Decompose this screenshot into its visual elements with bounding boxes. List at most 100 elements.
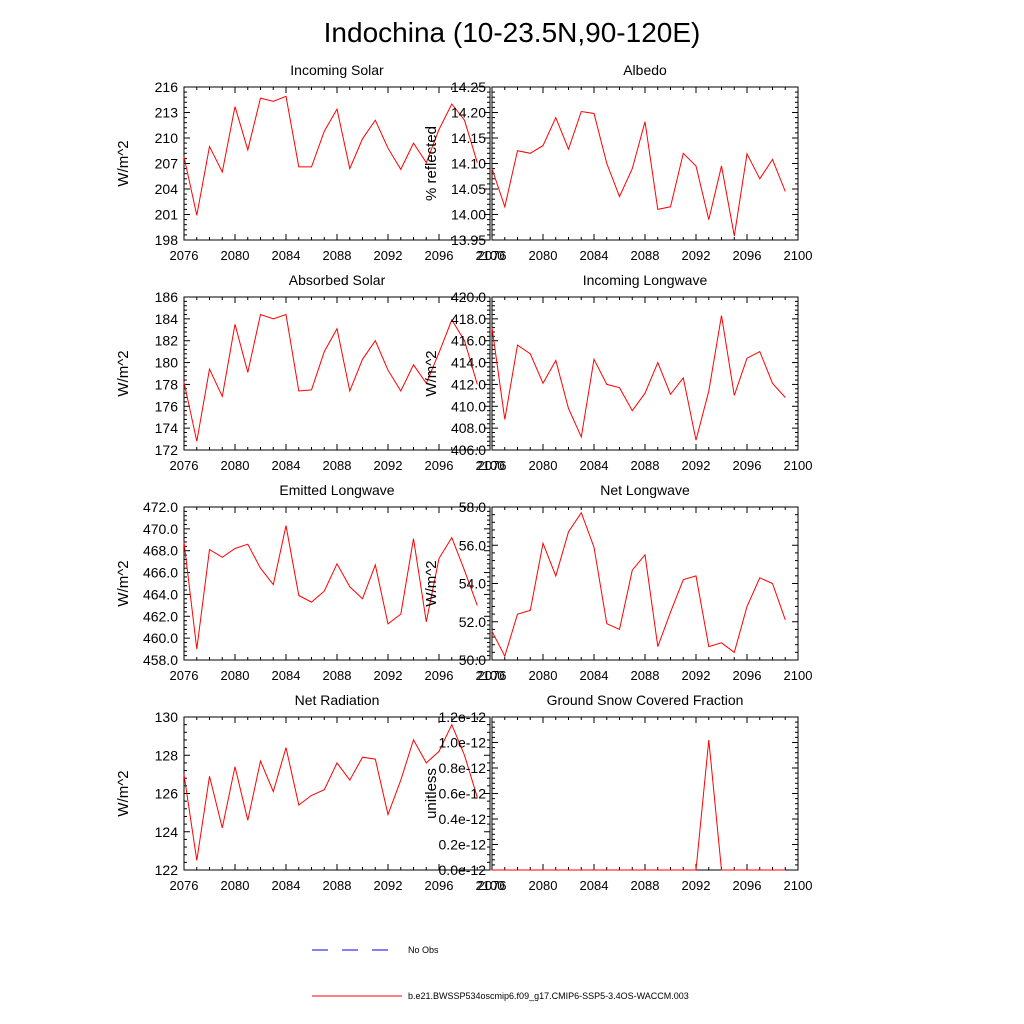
panel-albedo: Albedo % reflected 2076 2080 2084 2088 2092 209… xyxy=(423,62,812,263)
x-tick-label: 2096 xyxy=(425,878,454,893)
x-tick-label: 2080 xyxy=(529,878,558,893)
y-tick-label: 216 xyxy=(155,79,179,95)
y-tick-label: 201 xyxy=(155,207,179,223)
x-tick-label: 2076 xyxy=(170,248,199,263)
y-tick-label: 14.15 xyxy=(451,130,486,146)
plot-frame-emitted-longwave xyxy=(183,506,491,661)
x-tick-label: 2096 xyxy=(733,878,762,893)
y-tick-label: 410.0 xyxy=(451,398,486,414)
x-tick-label: 2100 xyxy=(476,248,505,263)
y-tick-label: 52.0 xyxy=(459,614,486,630)
panel-title-emitted-longwave: Emitted Longwave xyxy=(279,482,394,498)
y-tick-label: 207 xyxy=(155,156,179,172)
y-tick-label: 176 xyxy=(155,398,179,414)
x-tick-label: 2076 xyxy=(170,668,199,683)
panel-grid: Incoming Solar W/m^2 2076 2080 2084 2088 2092 2… xyxy=(115,62,812,893)
x-tick-label: 2084 xyxy=(580,878,609,893)
panel-incoming-solar: Incoming Solar W/m^2 2076 2080 2084 2088 2092 2… xyxy=(115,62,504,263)
y-tick-label: 14.05 xyxy=(451,181,486,197)
x-tick-label: 2092 xyxy=(682,668,711,683)
x-tick-label: 2080 xyxy=(221,248,250,263)
y-tick-label: 124 xyxy=(155,824,179,840)
plot-frame-ground-snow-covered-fraction xyxy=(491,716,799,871)
y-tick-label: 58.0 xyxy=(459,499,486,515)
panel-title-net-radiation: Net Radiation xyxy=(295,692,380,708)
y-tick-label: 408.0 xyxy=(451,420,486,436)
x-tick-label: 2080 xyxy=(221,878,250,893)
x-tick-label: 2092 xyxy=(374,248,403,263)
x-tick-label: 2088 xyxy=(631,458,660,473)
x-tick-label: 2088 xyxy=(323,878,352,893)
y-tick-label: 14.10 xyxy=(451,156,486,172)
legend: No Obs b.e21.BWSSP534oscmip6.f09_g17.CMI… xyxy=(312,945,689,1001)
panel-title-net-longwave: Net Longwave xyxy=(600,482,690,498)
series-line-net-longwave xyxy=(491,511,786,658)
legend-model-label: b.e21.BWSSP534oscmip6.f09_g17.CMIP6-SSP5… xyxy=(408,991,689,1001)
y-tick-label: 13.95 xyxy=(451,232,486,248)
series-line-net-radiation xyxy=(183,723,478,861)
y-tick-label: 416.0 xyxy=(451,333,486,349)
y-tick-label: 420.0 xyxy=(451,289,486,305)
y-tick-label: 198 xyxy=(155,232,179,248)
x-tick-label: 2076 xyxy=(170,878,199,893)
x-tick-label: 2084 xyxy=(580,248,609,263)
y-tick-label: 204 xyxy=(155,181,179,197)
panel-ground-snow-covered-fraction: Ground Snow Covered Fraction unitless 2076… xyxy=(423,692,812,893)
y-tick-label: 0.6e-12 xyxy=(439,786,487,802)
y-tick-label: 54.0 xyxy=(459,576,486,592)
x-tick-label: 2084 xyxy=(272,878,301,893)
x-tick-label: 2088 xyxy=(631,878,660,893)
x-tick-label: 2096 xyxy=(733,248,762,263)
y-axis-label-absorbed-solar: W/m^2 xyxy=(115,350,132,396)
x-tick-label: 2076 xyxy=(478,458,507,473)
y-tick-label: 130 xyxy=(155,709,179,725)
x-tick-label: 2088 xyxy=(631,668,660,683)
y-tick-label: 468.0 xyxy=(143,543,178,559)
panel-emitted-longwave: Emitted Longwave W/m^2 2076 2080 2084 2088 209… xyxy=(115,482,504,683)
y-tick-label: 128 xyxy=(155,747,179,763)
panel-title-albedo: Albedo xyxy=(623,62,667,78)
y-tick-label: 180 xyxy=(155,355,179,371)
x-tick-label: 2092 xyxy=(374,668,403,683)
x-tick-label: 2080 xyxy=(529,458,558,473)
y-tick-label: 1.0e-12 xyxy=(439,735,487,751)
y-axis-label-emitted-longwave: W/m^2 xyxy=(115,560,132,606)
y-tick-label: 182 xyxy=(155,333,179,349)
y-tick-label: 458.0 xyxy=(143,652,178,668)
x-tick-label: 2092 xyxy=(374,458,403,473)
x-tick-label: 2096 xyxy=(425,248,454,263)
y-tick-label: 0.8e-12 xyxy=(439,760,487,776)
series-line-incoming-solar xyxy=(183,95,478,216)
series-line-absorbed-solar xyxy=(183,313,478,442)
x-tick-label: 2084 xyxy=(272,668,301,683)
panel-incoming-longwave: Incoming Longwave W/m^2 2076 2080 2084 2088 20… xyxy=(423,272,812,473)
panel-title-incoming-solar: Incoming Solar xyxy=(290,62,384,78)
y-tick-label: 418.0 xyxy=(451,311,486,327)
x-tick-label: 2076 xyxy=(478,668,507,683)
x-tick-label: 2076 xyxy=(478,878,507,893)
y-tick-label: 213 xyxy=(155,105,179,121)
series-line-incoming-longwave xyxy=(491,315,786,441)
y-tick-label: 406.0 xyxy=(451,442,486,458)
y-tick-label: 50.0 xyxy=(459,652,486,668)
y-tick-label: 460.0 xyxy=(143,630,178,646)
y-tick-label: 172 xyxy=(155,442,179,458)
x-tick-label: 2096 xyxy=(733,458,762,473)
x-tick-label: 2100 xyxy=(784,878,813,893)
y-tick-label: 412.0 xyxy=(451,376,486,392)
panel-title-ground-snow-covered-fraction: Ground Snow Covered Fraction xyxy=(547,692,744,708)
plot-frame-absorbed-solar xyxy=(183,296,491,451)
y-tick-label: 178 xyxy=(155,376,179,392)
y-tick-label: 0.4e-12 xyxy=(439,811,487,827)
y-tick-label: 464.0 xyxy=(143,586,178,602)
plot-frame-net-longwave xyxy=(491,506,799,661)
x-tick-label: 2100 xyxy=(476,878,505,893)
panel-absorbed-solar: Absorbed Solar W/m^2 2076 2080 2084 2088 2092 2… xyxy=(115,272,504,473)
y-axis-label-albedo: % reflected xyxy=(423,126,440,201)
y-axis-label-net-longwave: W/m^2 xyxy=(423,560,440,606)
panel-title-incoming-longwave: Incoming Longwave xyxy=(583,272,708,288)
y-tick-label: 56.0 xyxy=(459,537,486,553)
y-tick-label: 210 xyxy=(155,130,179,146)
y-tick-label: 472.0 xyxy=(143,499,178,515)
y-tick-label: 0.2e-12 xyxy=(439,837,487,853)
